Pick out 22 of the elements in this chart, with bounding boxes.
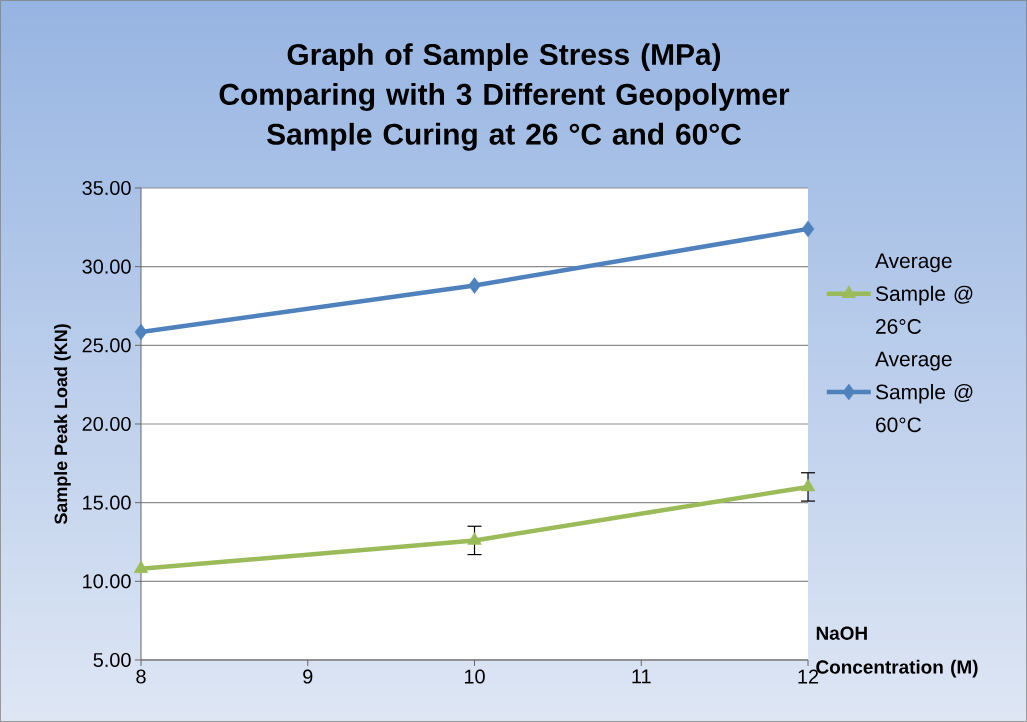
point [801, 220, 815, 238]
point [467, 532, 482, 545]
y-tick-label: 30.00 [82, 259, 131, 274]
chart-title: Graph of Sample Stress (MPa) Comparing with 3 Different Geopolymer Sample Curing at 26 °C and 60°C [219, 43, 790, 151]
y-tick-label: 10.00 [83, 574, 131, 589]
point [468, 277, 481, 294]
x-tick-label: 9 [303, 669, 313, 684]
y-tick-label: 25.00 [82, 338, 131, 353]
y-tick-label: 20.00 [82, 416, 131, 432]
point [133, 560, 149, 573]
x-tick-label: 11 [632, 669, 651, 684]
y-axis-title: Sample Peak Load (KN) [54, 324, 71, 525]
y-tick-label: 35.00 [82, 180, 131, 196]
x-tick-label: 10 [464, 669, 485, 684]
x-tick-label: 12 [798, 669, 819, 684]
y-tick-label: 15.00 [83, 495, 131, 510]
legend-label: Average Sample @ 26°C [875, 253, 973, 334]
x-tick-label: 8 [136, 669, 146, 684]
y-tick-label: 5.00 [93, 652, 131, 668]
legend-label: Average Sample @ 60°C [875, 351, 973, 433]
point [800, 478, 816, 492]
point [134, 323, 148, 341]
